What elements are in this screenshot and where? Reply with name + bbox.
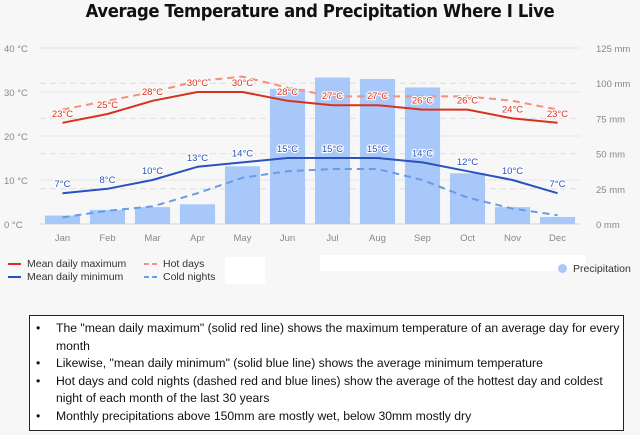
data-label: 15°C [367,144,388,155]
note-item: Likewise, "mean daily minimum" (solid bl… [36,355,623,373]
x-axis-tick-label: Dec [549,233,566,244]
precipitation-bar [359,78,396,224]
precipitation-bar [89,209,126,224]
chart-title: Average Temperature and Precipitation Wh… [85,2,555,22]
legend-item-mean-max[interactable]: Mean daily maximum [8,257,126,270]
legend-swatch-cold-nights [144,275,157,278]
x-axis-tick-label: Aug [369,233,386,244]
hot-days-line [62,75,558,111]
data-label: 27°C [322,91,343,102]
precipitation-bar [494,207,531,224]
data-label: 23°C [547,109,568,120]
x-axis-tick-label: Nov [504,233,521,244]
x-axis-tick-label: Oct [460,233,475,244]
precipitation-bar [539,216,576,224]
data-label: 15°C [277,144,298,155]
x-axis-tick-label: Feb [99,233,115,244]
data-label: 13°C [187,153,208,164]
x-axis-tick-label: Jul [326,233,338,244]
data-label: 28°C [142,87,163,98]
data-label: 26°C [412,96,433,107]
x-axis-tick-label: May [234,233,252,244]
legend-temperature: Mean daily maximum Mean daily minimum [8,257,126,283]
data-label: 23°C [52,109,73,120]
legend-swatch-precipitation [558,264,567,273]
legend-swatch-mean-max [8,262,21,265]
temperature-labels: 23°C 25°C 28°C 30°C 30°C 28°C 27°C 27°C 26°C 26°C… [51,77,570,191]
data-label: 8°C [100,175,116,186]
precipitation-bar [44,215,81,224]
precipitation-bar [134,207,171,224]
precipitation-bar [179,204,216,224]
data-label: 30°C [232,78,253,89]
legend-item-hot-days[interactable]: Hot days [144,257,216,270]
legend-precipitation[interactable]: Precipitation [558,262,631,275]
x-axis-tick-label: Jan [55,233,70,244]
legend-label: Precipitation [573,262,631,275]
legend-item-mean-min[interactable]: Mean daily minimum [8,270,126,283]
note-item: Hot days and cold nights (dashed red and… [36,373,623,408]
x-axis-tick-label: Jun [280,233,295,244]
data-label: 15°C [322,144,343,155]
left-axis-tick-label: 10 °C [4,176,28,187]
x-axis-tick-label: Apr [190,233,205,244]
x-axis-tick-label: Mar [144,233,160,244]
precipitation-bars [44,77,576,225]
left-axis-tick-label: 30 °C [4,88,28,99]
data-label: 24°C [502,104,523,115]
left-axis-tick-label: 0 °C [4,220,23,231]
left-axis-ticks: 0 °C 10 °C 20 °C 30 °C 40 °C [4,44,28,231]
right-axis-tick-label: 50 mm [596,150,625,161]
blank-panel [320,255,586,271]
x-axis-tick-label: Sep [414,233,431,244]
data-label: 14°C [232,148,253,159]
mean-daily-maximum-line [62,91,558,124]
data-label: 7°C [550,179,566,190]
note-item: Monthly precipitations above 150mm are m… [36,408,623,426]
data-label: 26°C [457,96,478,107]
data-label: 10°C [502,166,523,177]
precipitation-bar [269,88,306,224]
left-axis-tick-label: 20 °C [4,132,28,143]
data-label: 25°C [97,100,118,111]
legend-label: Mean daily minimum [27,270,124,283]
legend-item-cold-nights[interactable]: Cold nights [144,270,216,283]
temperature-lines [62,75,558,219]
data-label: 27°C [367,91,388,102]
legend-label: Mean daily maximum [27,257,127,270]
precipitation-bar [314,77,351,225]
right-axis-tick-label: 100 mm [596,79,630,90]
legend-extremes: Hot days Cold nights [144,257,216,283]
cold-nights-line [62,168,558,219]
blank-panel [225,257,265,284]
right-axis-ticks: 0 mm 25 mm 50 mm 75 mm 100 mm 125 mm [596,44,630,231]
precipitation-bar [224,166,261,224]
precipitation-bar [449,173,486,224]
right-axis-tick-label: 0 mm [596,220,620,231]
mean-daily-minimum-line [62,157,558,195]
legend-label: Hot days [163,257,205,270]
data-label: 28°C [277,87,298,98]
legend-label: Cold nights [163,270,216,283]
notes-box: The "mean daily maximum" (solid red line… [29,315,624,431]
left-axis-tick-label: 40 °C [4,44,28,55]
note-item: The "mean daily maximum" (solid red line… [36,320,623,355]
chart-plot: 0 °C 10 °C 20 °C 30 °C 40 °C 0 mm 25 mm 50 mm 7… [4,44,630,244]
legend-swatch-mean-min [8,275,21,278]
x-axis-ticks: Jan Feb Mar Apr May Jun Jul Aug Sep Oct Nov Dec [55,233,566,244]
data-label: 12°C [457,157,478,168]
right-axis-tick-label: 75 mm [596,114,625,125]
legend-swatch-hot-days [144,262,157,265]
right-axis-tick-label: 25 mm [596,185,625,196]
grid-lines [40,47,580,225]
data-label: 7°C [55,179,71,190]
data-label: 14°C [412,148,433,159]
data-label: 30°C [187,78,208,89]
right-axis-tick-label: 125 mm [596,44,630,55]
data-label: 10°C [142,166,163,177]
